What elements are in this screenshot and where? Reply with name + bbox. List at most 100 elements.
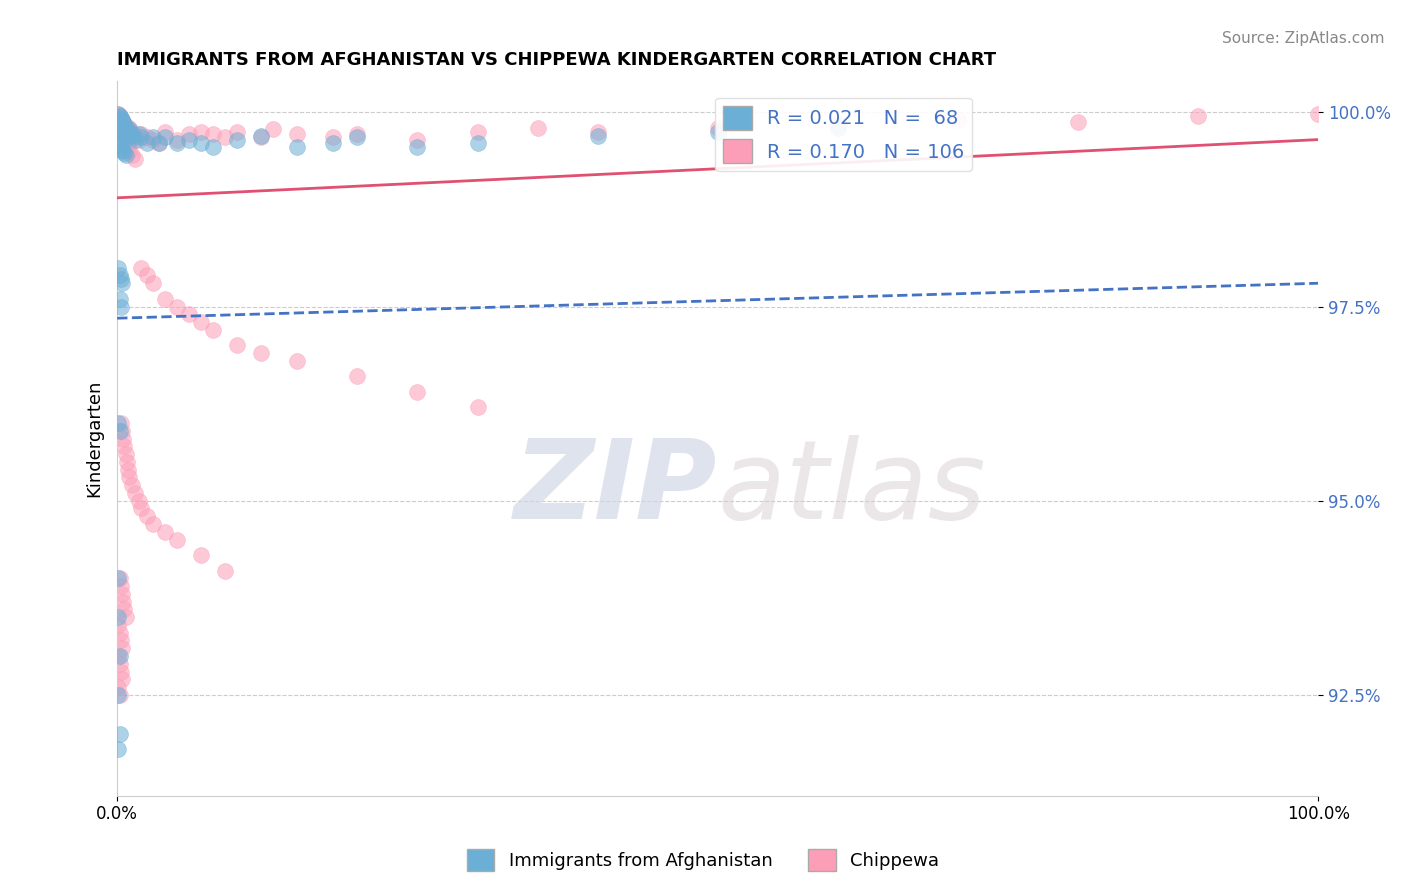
- Point: [110, 117, 132, 131]
- Point: [110, 579, 132, 593]
- Point: [111, 113, 134, 128]
- Point: [129, 130, 152, 145]
- Point: [128, 493, 150, 508]
- Point: [107, 107, 129, 121]
- Point: [108, 114, 131, 128]
- Point: [136, 268, 159, 283]
- Point: [108, 688, 131, 702]
- Point: [111, 120, 134, 134]
- Point: [120, 125, 142, 139]
- Point: [1067, 114, 1090, 128]
- Point: [112, 602, 135, 616]
- Point: [117, 140, 139, 154]
- Point: [111, 143, 134, 157]
- Text: atlas: atlas: [717, 435, 987, 542]
- Point: [346, 130, 368, 145]
- Point: [110, 122, 132, 136]
- Point: [108, 657, 131, 671]
- Point: [111, 277, 134, 291]
- Point: [107, 109, 129, 123]
- Point: [262, 122, 284, 136]
- Point: [107, 610, 129, 624]
- Point: [112, 122, 135, 136]
- Point: [250, 128, 273, 143]
- Point: [124, 486, 146, 500]
- Point: [121, 148, 143, 162]
- Point: [121, 125, 143, 139]
- Point: [285, 354, 308, 368]
- Point: [118, 120, 141, 135]
- Point: [115, 455, 138, 469]
- Point: [112, 114, 135, 128]
- Point: [107, 571, 129, 585]
- Point: [108, 127, 131, 141]
- Point: [226, 125, 249, 139]
- Point: [148, 136, 170, 151]
- Point: [112, 114, 135, 128]
- Point: [467, 401, 489, 415]
- Point: [112, 145, 135, 160]
- Legend: R = 0.021   N =  68, R = 0.170   N = 106: R = 0.021 N = 68, R = 0.170 N = 106: [714, 98, 973, 171]
- Point: [107, 416, 129, 430]
- Point: [107, 688, 129, 702]
- Point: [155, 130, 177, 145]
- Point: [107, 107, 129, 121]
- Point: [110, 111, 132, 125]
- Point: [111, 587, 134, 601]
- Point: [346, 127, 368, 141]
- Point: [202, 323, 225, 337]
- Point: [108, 726, 131, 740]
- Point: [115, 136, 138, 151]
- Point: [110, 665, 132, 679]
- Point: [155, 292, 177, 306]
- Point: [526, 120, 548, 135]
- Point: [107, 648, 129, 663]
- Point: [118, 122, 141, 136]
- Point: [110, 633, 132, 648]
- Point: [111, 673, 134, 687]
- Point: [107, 260, 129, 275]
- Point: [108, 109, 131, 123]
- Point: [827, 117, 849, 131]
- Point: [108, 120, 131, 135]
- Point: [110, 125, 132, 139]
- Point: [946, 113, 969, 128]
- Point: [166, 136, 188, 151]
- Point: [226, 338, 249, 352]
- Point: [114, 447, 136, 461]
- Point: [121, 127, 143, 141]
- Point: [110, 272, 132, 286]
- Point: [108, 648, 131, 663]
- Point: [115, 122, 138, 136]
- Point: [107, 120, 129, 134]
- Point: [111, 424, 134, 438]
- Point: [706, 125, 728, 139]
- Point: [136, 136, 159, 151]
- Point: [124, 152, 146, 166]
- Point: [110, 117, 132, 131]
- Point: [179, 307, 201, 321]
- Point: [111, 641, 134, 656]
- Point: [117, 125, 139, 139]
- Point: [190, 315, 212, 329]
- Point: [108, 268, 131, 283]
- Point: [322, 136, 344, 151]
- Point: [142, 277, 165, 291]
- Point: [112, 127, 135, 141]
- Point: [110, 300, 132, 314]
- Point: [142, 516, 165, 531]
- Point: [129, 260, 152, 275]
- Point: [108, 138, 131, 153]
- Point: [226, 132, 249, 146]
- Point: [107, 113, 129, 128]
- Point: [179, 127, 201, 141]
- Text: ZIP: ZIP: [515, 435, 717, 542]
- Point: [111, 113, 134, 128]
- Point: [118, 470, 141, 484]
- Point: [129, 501, 152, 516]
- Point: [112, 117, 135, 131]
- Point: [285, 127, 308, 141]
- Point: [110, 112, 132, 126]
- Point: [166, 300, 188, 314]
- Point: [117, 128, 139, 143]
